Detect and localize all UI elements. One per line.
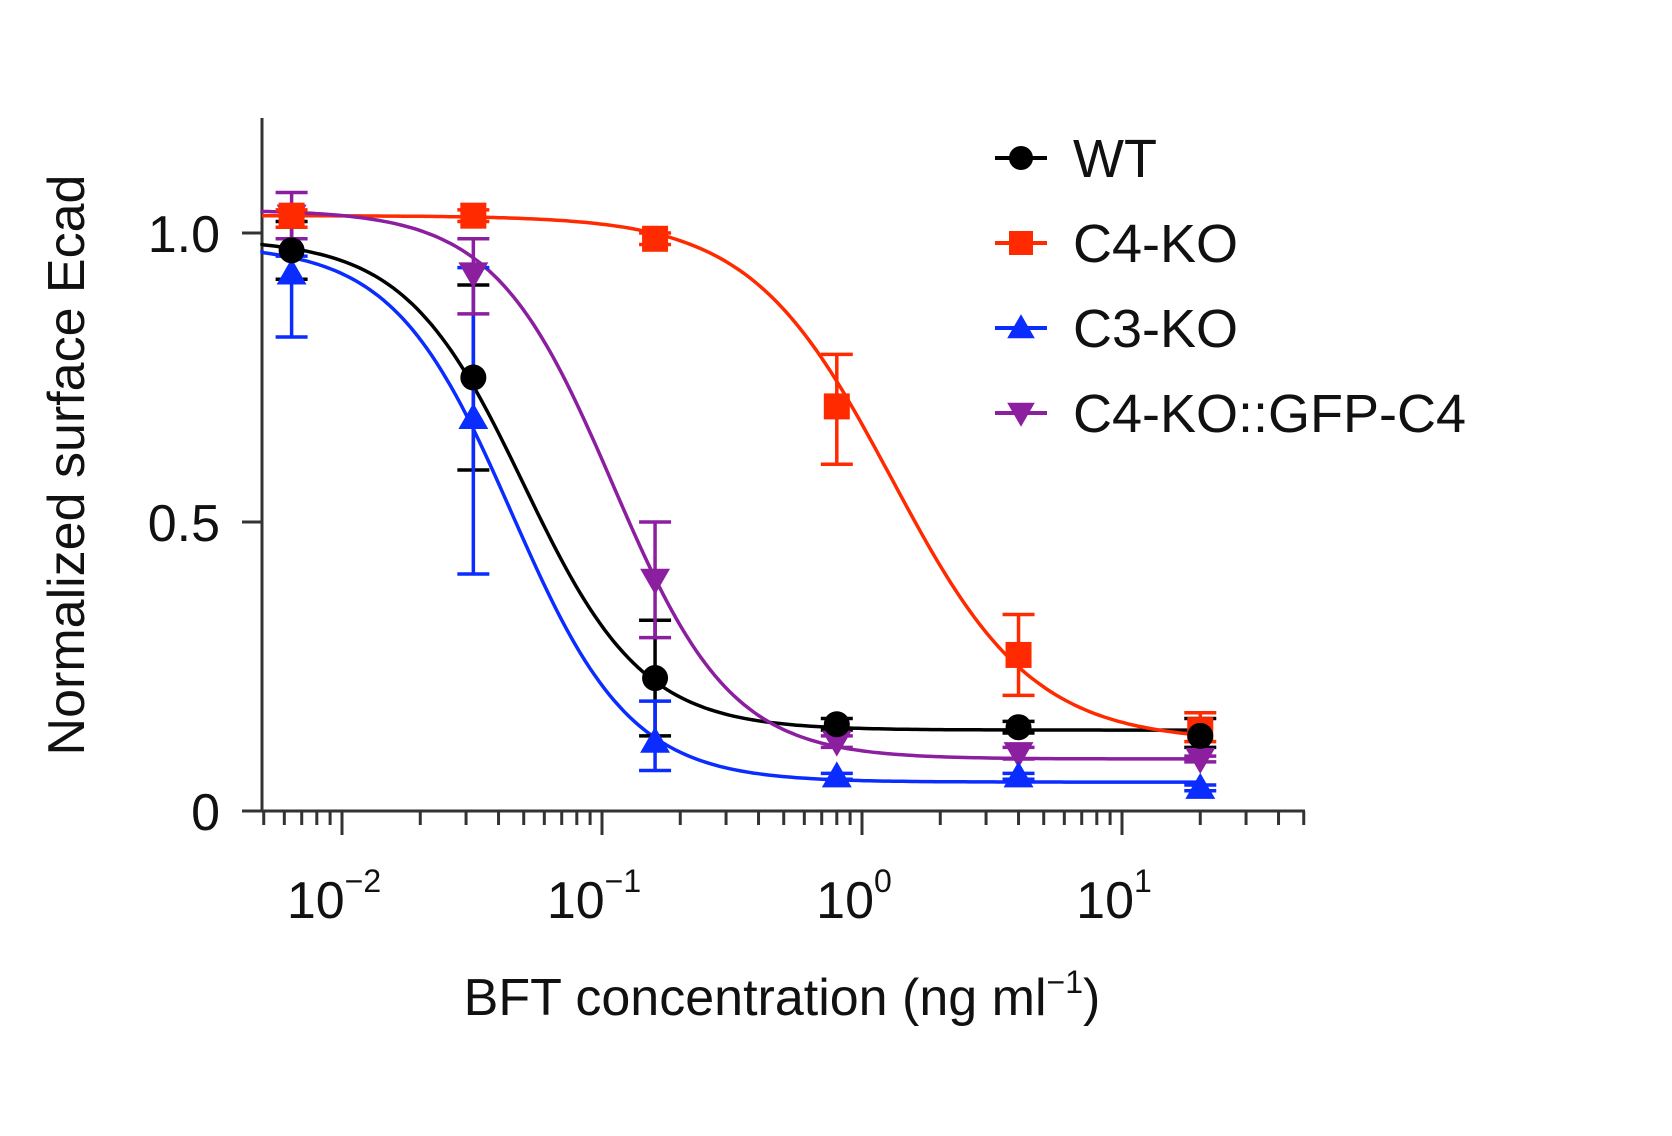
error-bars	[275, 190, 1217, 793]
x-tick-base: 10	[1076, 872, 1134, 930]
data-point-triangle-up	[1185, 772, 1216, 799]
data-point-circle	[1187, 722, 1214, 749]
data-point-triangle-down	[1003, 742, 1034, 769]
data-point-triangle-up	[276, 258, 307, 285]
x-tick-base: 10	[547, 872, 605, 930]
data-point-circle	[278, 237, 305, 264]
fit-curve-c4-ko	[262, 213, 1201, 737]
y-tick-label: 0.5	[148, 495, 220, 553]
data-point-triangle-up	[458, 403, 489, 430]
x-tick-label: 101	[1076, 863, 1152, 930]
data-point-circle	[823, 711, 850, 738]
legend-item: C3-KO	[995, 299, 1238, 359]
x-tick-label: 100	[816, 863, 892, 930]
legend-marker-triangle-down	[1007, 402, 1035, 427]
data-point-circle	[1005, 714, 1032, 741]
data-point-triangle-up	[821, 761, 852, 788]
legend-item: C4-KO	[995, 214, 1238, 274]
legend-marker-circle	[1009, 146, 1033, 170]
data-markers	[276, 202, 1216, 799]
data-point-circle	[642, 665, 669, 692]
legend-label: C4-KO::GFP-C4	[1073, 384, 1466, 444]
legend-item: C4-KO::GFP-C4	[995, 384, 1466, 444]
fit-curves	[260, 209, 1201, 784]
x-tick-exponent: 0	[874, 863, 892, 899]
x-axis-title-exponent: −1	[1047, 964, 1083, 1000]
legend-marker-square	[1009, 231, 1033, 255]
legend-marker-triangle-up	[1007, 314, 1035, 339]
legend-item: WT	[995, 129, 1157, 189]
data-point-square	[823, 393, 850, 420]
data-point-square	[1005, 641, 1032, 668]
fit-curve-c4-ko-gfp-c4	[260, 209, 1201, 761]
y-tick-label: 0	[191, 784, 220, 842]
x-axis-title-close: )	[1083, 969, 1100, 1027]
data-point-triangle-down	[821, 730, 852, 757]
data-point-circle	[460, 364, 487, 391]
data-point-triangle-up	[1003, 761, 1034, 788]
x-tick-base: 10	[287, 872, 345, 930]
x-axis-title: BFT concentration (ng ml−1)	[464, 964, 1101, 1027]
y-tick-label: 1.0	[148, 206, 220, 264]
legend-label: WT	[1073, 129, 1157, 189]
y-axis: 0 0.5 1.0	[148, 118, 264, 842]
x-tick-exponent: 1	[1134, 863, 1152, 899]
x-tick-label: 10−1	[547, 863, 641, 930]
x-tick-exponent: −1	[605, 863, 641, 899]
fit-curve-wt	[260, 242, 1201, 732]
x-axis-title-main: BFT concentration (ng ml	[464, 969, 1047, 1027]
data-point-triangle-up	[640, 726, 671, 753]
fit-curve-c3-ko	[260, 250, 1201, 784]
x-tick-exponent: −2	[345, 863, 381, 899]
data-point-triangle-down	[640, 568, 671, 595]
x-axis: 10−2 10−1 100 101	[242, 809, 1306, 930]
x-tick-base: 10	[816, 872, 874, 930]
data-point-square	[460, 202, 487, 229]
data-point-square	[642, 225, 669, 252]
data-point-triangle-down	[1185, 747, 1216, 774]
x-tick-label: 10−2	[287, 863, 381, 930]
legend-label: C4-KO	[1073, 214, 1238, 274]
data-point-triangle-down	[458, 262, 489, 289]
data-point-square	[278, 202, 305, 229]
legend-label: C3-KO	[1073, 299, 1238, 359]
y-axis-title: Normalized surface Ecad	[38, 175, 96, 756]
